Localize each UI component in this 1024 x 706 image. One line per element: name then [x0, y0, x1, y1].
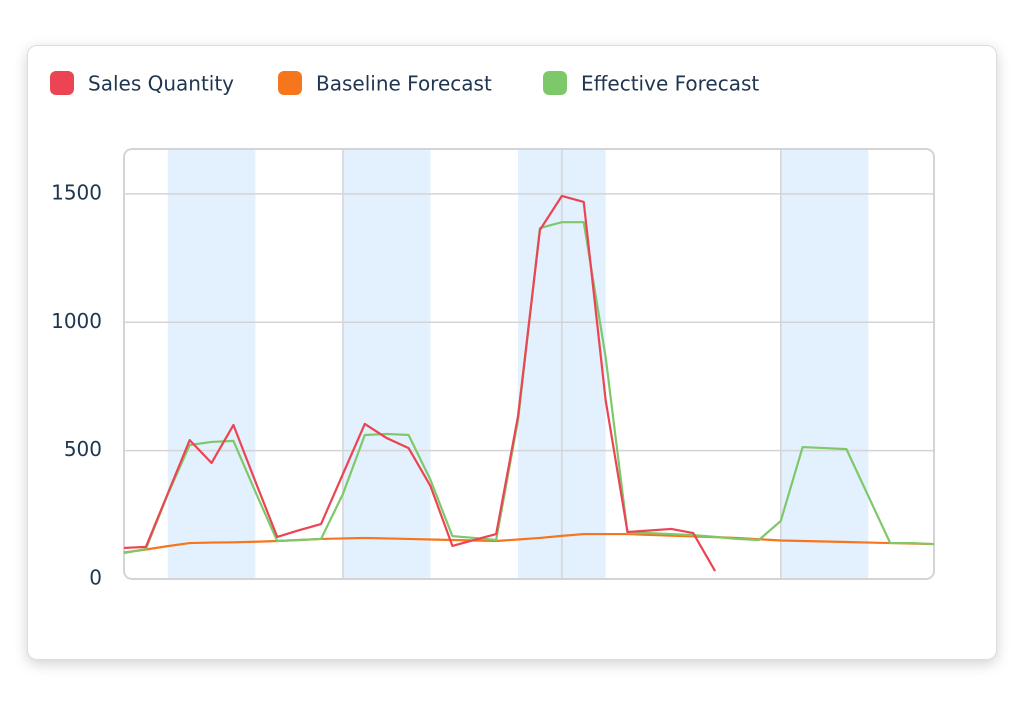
y-tick-label: 0	[89, 566, 102, 590]
highlight-band	[167, 149, 256, 579]
legend-swatch	[543, 71, 567, 95]
legend-label: Effective Forecast	[581, 72, 759, 96]
y-tick-label: 1500	[51, 180, 102, 204]
legend-swatch	[50, 71, 74, 95]
legend-label: Baseline Forecast	[316, 72, 492, 96]
legend-swatch	[278, 71, 302, 95]
series-line	[123, 532, 935, 554]
legend-label: Sales Quantity	[88, 72, 234, 96]
plot-frame	[123, 148, 935, 580]
series-line	[123, 194, 717, 572]
highlight-band	[780, 149, 869, 579]
y-tick-label: 1000	[51, 309, 102, 333]
y-tick-label: 500	[64, 437, 102, 461]
highlight-band	[342, 149, 431, 579]
